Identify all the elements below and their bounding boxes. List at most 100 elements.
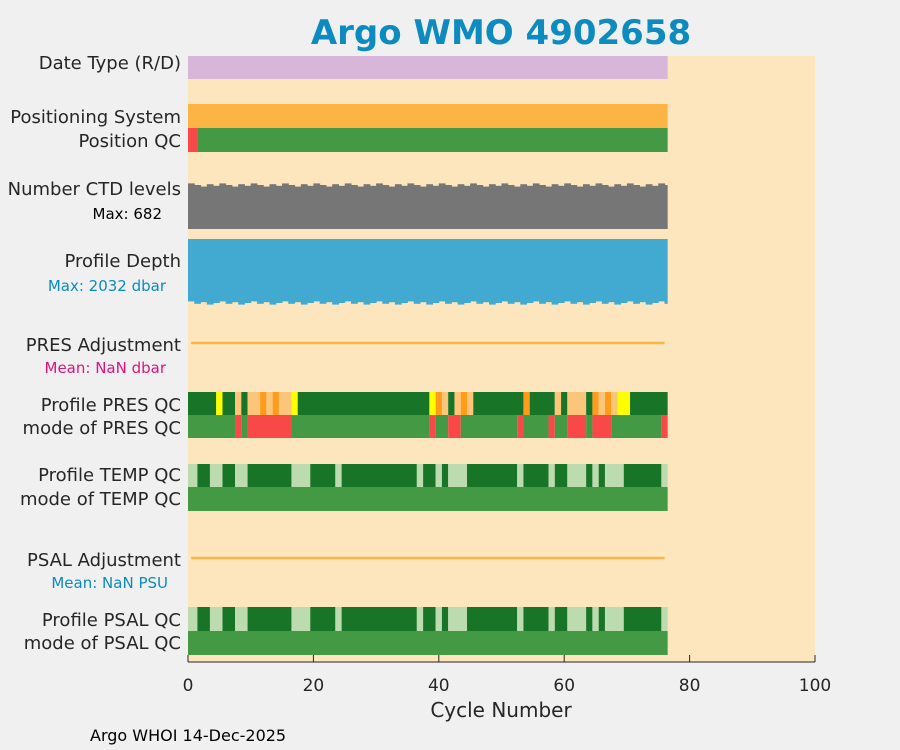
profile-psal-qc-segment bbox=[661, 607, 668, 631]
profile-depth-column bbox=[658, 239, 666, 302]
profile-depth-column bbox=[401, 239, 408, 303]
profile-psal-qc-segment bbox=[435, 607, 442, 631]
profile-psal-qc-segment bbox=[291, 607, 311, 631]
profile-temp-qc-segment bbox=[209, 464, 223, 487]
ctd-levels-column bbox=[664, 185, 668, 229]
profile-pres-qc-segment bbox=[278, 392, 292, 415]
profile-temp-qc-segment bbox=[661, 464, 668, 487]
ctd-levels-column bbox=[608, 186, 615, 229]
profile-psal-qc-segment bbox=[209, 607, 223, 631]
profile-depth-column bbox=[376, 239, 383, 302]
profile-depth-column bbox=[351, 239, 358, 304]
profile-depth-column bbox=[570, 239, 578, 304]
profile-psal-qc-segment bbox=[247, 607, 292, 631]
position-qc-segment bbox=[188, 128, 198, 152]
x-tick-label: 20 bbox=[303, 676, 325, 696]
ctd-levels-column bbox=[407, 183, 415, 229]
profile-depth-column bbox=[507, 239, 515, 304]
mode-pres-qc-segment bbox=[661, 415, 668, 438]
mode-pres-qc-segment bbox=[592, 415, 612, 438]
profile-depth-column bbox=[620, 239, 628, 303]
ctd-levels-column bbox=[451, 186, 459, 229]
profile-psal-qc-segment bbox=[517, 607, 524, 631]
ctd-levels-column bbox=[269, 184, 277, 229]
profile-depth-column bbox=[457, 239, 465, 305]
profile-temp-qc-segment bbox=[235, 464, 248, 487]
mode-pres-qc-segment bbox=[435, 415, 449, 438]
profile-depth-column bbox=[407, 239, 415, 302]
profile-temp-qc-segment bbox=[310, 464, 336, 487]
profile-depth-column bbox=[213, 239, 220, 303]
profile-psal-qc-segment bbox=[197, 607, 210, 631]
ctd-levels-column bbox=[344, 183, 352, 229]
profile-depth-column bbox=[545, 239, 553, 303]
x-tick-label: 60 bbox=[553, 676, 575, 696]
mode-pres-qc-segment bbox=[460, 415, 518, 438]
ctd-levels-column bbox=[256, 185, 264, 229]
ctd-levels-column bbox=[388, 186, 396, 229]
ctd-levels-column bbox=[300, 184, 308, 229]
ctd-levels-column bbox=[583, 184, 590, 229]
mode-pres-qc-segment bbox=[586, 415, 593, 438]
profile-temp-qc-segment bbox=[548, 464, 555, 487]
profile-pres-qc-segment bbox=[586, 392, 593, 415]
x-tick-label: 40 bbox=[428, 676, 450, 696]
profile-temp-qc-segment bbox=[441, 464, 449, 487]
profile-pres-qc-segment bbox=[604, 392, 612, 415]
ctd-levels-column bbox=[338, 185, 346, 229]
mode-pres-qc-segment bbox=[429, 415, 436, 438]
profile-depth-column bbox=[488, 239, 496, 305]
profile-depth-column bbox=[645, 239, 653, 305]
ctd-levels-column bbox=[363, 184, 371, 229]
profile-depth-column bbox=[438, 239, 446, 302]
ctd-levels-column bbox=[219, 183, 227, 229]
ctd-levels-column bbox=[432, 185, 440, 229]
profile-pres-qc-segment bbox=[561, 392, 568, 415]
profile-depth-column bbox=[583, 239, 590, 305]
mode-pres-qc-segment bbox=[241, 415, 248, 438]
label-positioning-system: Positioning System bbox=[10, 107, 181, 128]
label-mode-temp-qc: mode of TEMP QC bbox=[20, 489, 181, 510]
ctd-levels-column bbox=[382, 185, 390, 229]
profile-psal-qc-segment bbox=[423, 607, 436, 631]
profile-depth-column bbox=[664, 239, 668, 304]
profile-pres-qc-segment bbox=[630, 392, 668, 415]
ctd-levels-column bbox=[294, 186, 302, 229]
ctd-levels-column bbox=[476, 185, 484, 229]
position-qc-segment bbox=[197, 128, 668, 152]
profile-depth-column bbox=[419, 239, 427, 303]
label-number-ctd-levels: Number CTD levels bbox=[8, 179, 181, 200]
profile-psal-qc-segment bbox=[598, 607, 605, 631]
mode-pres-qc-segment bbox=[567, 415, 587, 438]
profile-depth-column bbox=[200, 239, 208, 303]
profile-depth-column bbox=[250, 239, 258, 302]
profile-temp-qc-segment bbox=[435, 464, 442, 487]
ctd-levels-column bbox=[213, 185, 220, 229]
ctd-levels-column bbox=[620, 185, 628, 229]
ctd-levels-column bbox=[426, 184, 434, 229]
ctd-levels-column bbox=[307, 185, 314, 229]
label-pres-adjustment: PRES Adjustment bbox=[26, 335, 181, 356]
profile-psal-qc-segment bbox=[567, 607, 587, 631]
ctd-max-text: Max: 682 bbox=[93, 205, 162, 223]
profile-depth-column bbox=[231, 239, 239, 303]
mode-pres-qc-segment bbox=[235, 415, 242, 438]
profile-temp-qc-segment bbox=[416, 464, 424, 487]
profile-pres-qc-segment bbox=[473, 392, 524, 415]
ctd-levels-column bbox=[394, 184, 402, 229]
profile-depth-column bbox=[338, 239, 346, 303]
depth-max-text: Max: 2032 dbar bbox=[48, 277, 167, 295]
profile-depth-column bbox=[633, 239, 640, 304]
profile-depth-column bbox=[426, 239, 434, 305]
profile-pres-qc-segment bbox=[567, 392, 587, 415]
profile-pres-qc-segment bbox=[297, 392, 430, 415]
profile-temp-qc-segment bbox=[586, 464, 593, 487]
data-marks bbox=[188, 56, 668, 655]
profile-depth-column bbox=[551, 239, 559, 305]
ctd-levels-column bbox=[238, 184, 245, 229]
ctd-levels-column bbox=[231, 186, 239, 229]
profile-temp-qc-segment bbox=[247, 464, 292, 487]
ctd-levels-column bbox=[401, 185, 408, 229]
plot-area bbox=[188, 56, 815, 662]
